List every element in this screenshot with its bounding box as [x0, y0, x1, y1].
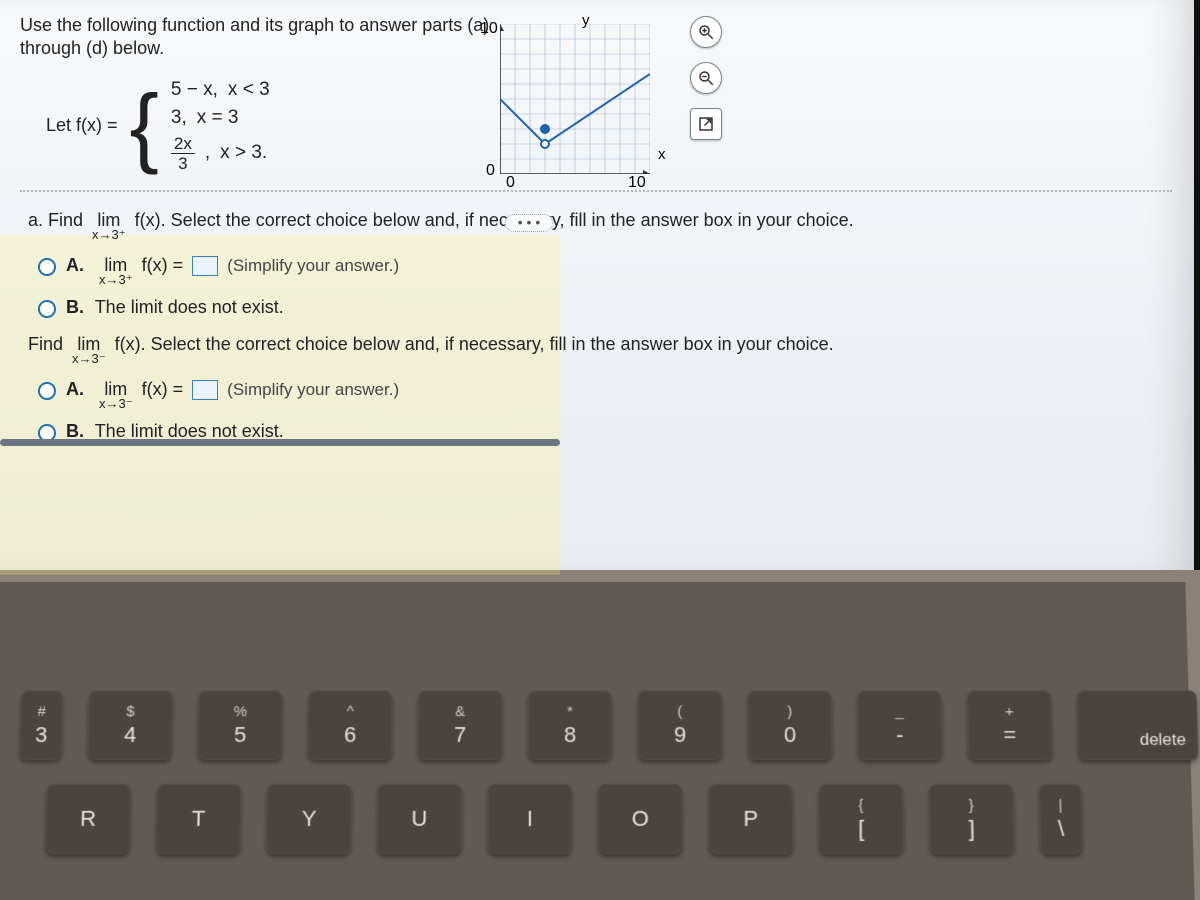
key-=: +=: [967, 690, 1052, 760]
graph-svg: [500, 24, 650, 174]
part-a-option-b[interactable]: B. The limit does not exist.: [38, 297, 1172, 318]
fn-left: Let f(x) =: [46, 115, 118, 136]
part-a-prompt: a. Find lim x→3⁺ f(x). Select the correc…: [28, 208, 1172, 241]
fraction: 2x 3: [171, 135, 195, 172]
brace: {: [130, 86, 159, 165]
key-7: &7: [418, 690, 502, 760]
app-screen: Use the following function and its graph…: [0, 0, 1200, 570]
zoom-out-icon[interactable]: [690, 62, 722, 94]
key-Y: Y: [266, 784, 351, 854]
y-tick-10: 10: [480, 20, 498, 38]
function-graph: y 10 x 0 0 10: [500, 14, 680, 204]
key-8: *8: [528, 690, 612, 760]
x-tick-10: 10: [628, 174, 646, 192]
instructions: Use the following function and its graph…: [20, 14, 500, 61]
part-b-option-a[interactable]: A. lim x→3⁻ f(x) = (Simplify your answer…: [38, 379, 1172, 410]
graph-tools: [690, 16, 722, 140]
answer-input-b[interactable]: [192, 380, 218, 400]
popout-icon[interactable]: [690, 108, 722, 140]
part-a-option-a[interactable]: A. lim x→3⁺ f(x) = (Simplify your answer…: [38, 255, 1172, 286]
part-b-prompt: Find lim x→3⁻ f(x). Select the correct c…: [28, 332, 1172, 365]
key-O: O: [598, 784, 683, 854]
key--: _-: [857, 690, 942, 760]
key-5: %5: [198, 690, 283, 760]
key-0: )0: [748, 690, 833, 760]
key-3: #3: [19, 690, 63, 760]
x-tick-0: 0: [506, 174, 515, 192]
radio-a-a[interactable]: [38, 258, 56, 276]
key-P: P: [708, 784, 793, 854]
answer-input-a[interactable]: [192, 256, 218, 276]
x-axis-label: x: [658, 146, 666, 163]
key-T: T: [156, 784, 242, 854]
expand-ellipsis[interactable]: • • •: [505, 214, 553, 232]
key-[: {[: [819, 784, 904, 854]
key-row-2: RTYUIOP {[}] |\: [45, 784, 1163, 854]
key-6: ^6: [308, 690, 393, 760]
part-a-options: A. lim x→3⁺ f(x) = (Simplify your answer…: [38, 255, 1172, 317]
y-tick-0: 0: [486, 162, 495, 180]
key-delete: delete: [1077, 690, 1199, 760]
key-row-1: #3$4%5^6&7*8(9)0_-+=delete: [19, 690, 1160, 760]
key-R: R: [45, 784, 131, 854]
physical-keyboard: #3$4%5^6&7*8(9)0_-+=delete RTYUIOP{[}]|\: [0, 582, 1195, 900]
key-I: I: [488, 784, 572, 854]
piecewise-cases: 5 − x, x < 3 3, x = 3 2x 3 , x > 3.: [171, 79, 270, 172]
key-U: U: [377, 784, 462, 854]
key-]: }]: [929, 784, 1015, 854]
zoom-in-icon[interactable]: [690, 16, 722, 48]
horizontal-scrollbar[interactable]: [0, 439, 560, 446]
radio-b-a[interactable]: [38, 382, 56, 400]
key-4: $4: [88, 690, 173, 760]
key-9: (9: [638, 690, 722, 760]
radio-a-b[interactable]: [38, 300, 56, 318]
key-\: |\: [1039, 784, 1083, 854]
part-b-options: A. lim x→3⁻ f(x) = (Simplify your answer…: [38, 379, 1172, 441]
